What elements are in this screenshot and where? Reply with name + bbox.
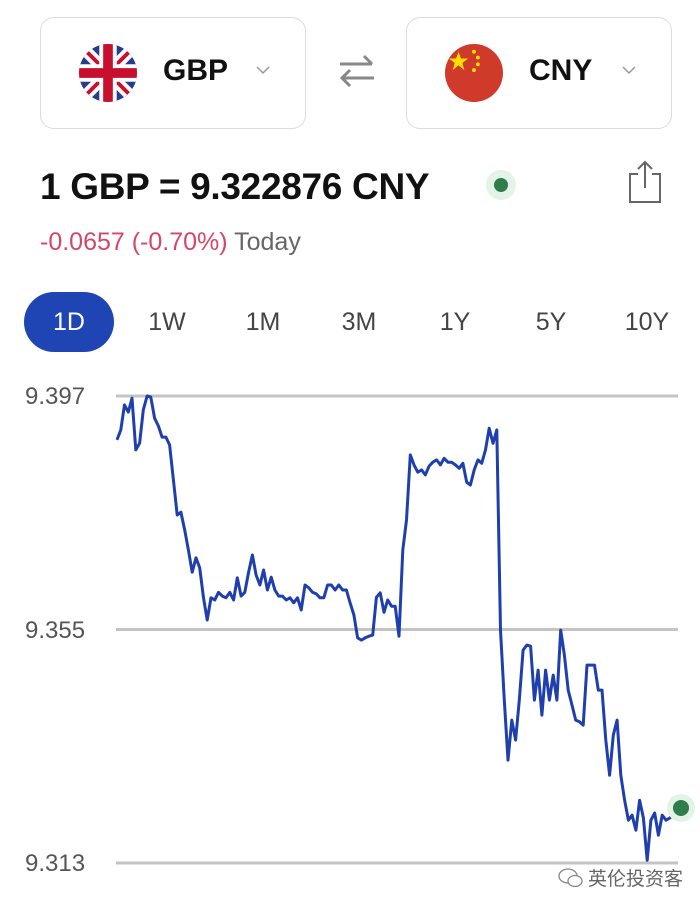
share-icon[interactable] <box>626 160 664 204</box>
wechat-icon <box>558 867 583 887</box>
current-point <box>673 799 689 816</box>
from-currency-selector[interactable]: GBP <box>40 17 306 129</box>
change-summary: -0.0657 (-0.70%) Today <box>40 228 301 257</box>
to-currency-code: CNY <box>529 54 593 87</box>
china-flag-icon <box>445 44 503 102</box>
change-period: Today <box>234 228 301 256</box>
tab-3m[interactable]: 3M <box>341 308 377 336</box>
exchange-rate: 1 GBP = 9.322876 CNY <box>40 166 430 207</box>
tab-5y[interactable]: 5Y <box>535 308 567 336</box>
tab-1m[interactable]: 1M <box>245 308 281 336</box>
tab-1w[interactable]: 1W <box>148 308 186 336</box>
live-indicator-icon <box>486 170 516 200</box>
chevron-down-icon <box>622 66 636 75</box>
y-tick-label: 9.397 <box>25 383 86 410</box>
tab-1y[interactable]: 1Y <box>439 308 471 336</box>
watermark-text: 英伦投资客 <box>588 869 684 890</box>
from-currency-code: GBP <box>163 54 229 87</box>
tab-10y[interactable]: 10Y <box>624 308 670 336</box>
change-value: -0.0657 (-0.70%) <box>40 228 228 256</box>
chevron-down-icon <box>256 66 270 75</box>
watermark: 英伦投资客 <box>558 864 683 891</box>
to-currency-selector[interactable]: CNY <box>406 17 672 129</box>
y-tick-label: 9.355 <box>25 617 86 644</box>
timeframe-tabs: 1D 1W 1M 3M 1Y 5Y 10Y <box>24 292 700 352</box>
y-tick-label: 9.313 <box>25 850 86 877</box>
rate-chart[interactable] <box>0 380 700 880</box>
uk-flag-icon <box>79 44 137 102</box>
rate-line <box>115 394 683 862</box>
tab-1d[interactable]: 1D <box>24 292 114 352</box>
swap-arrows-icon[interactable] <box>336 52 378 90</box>
